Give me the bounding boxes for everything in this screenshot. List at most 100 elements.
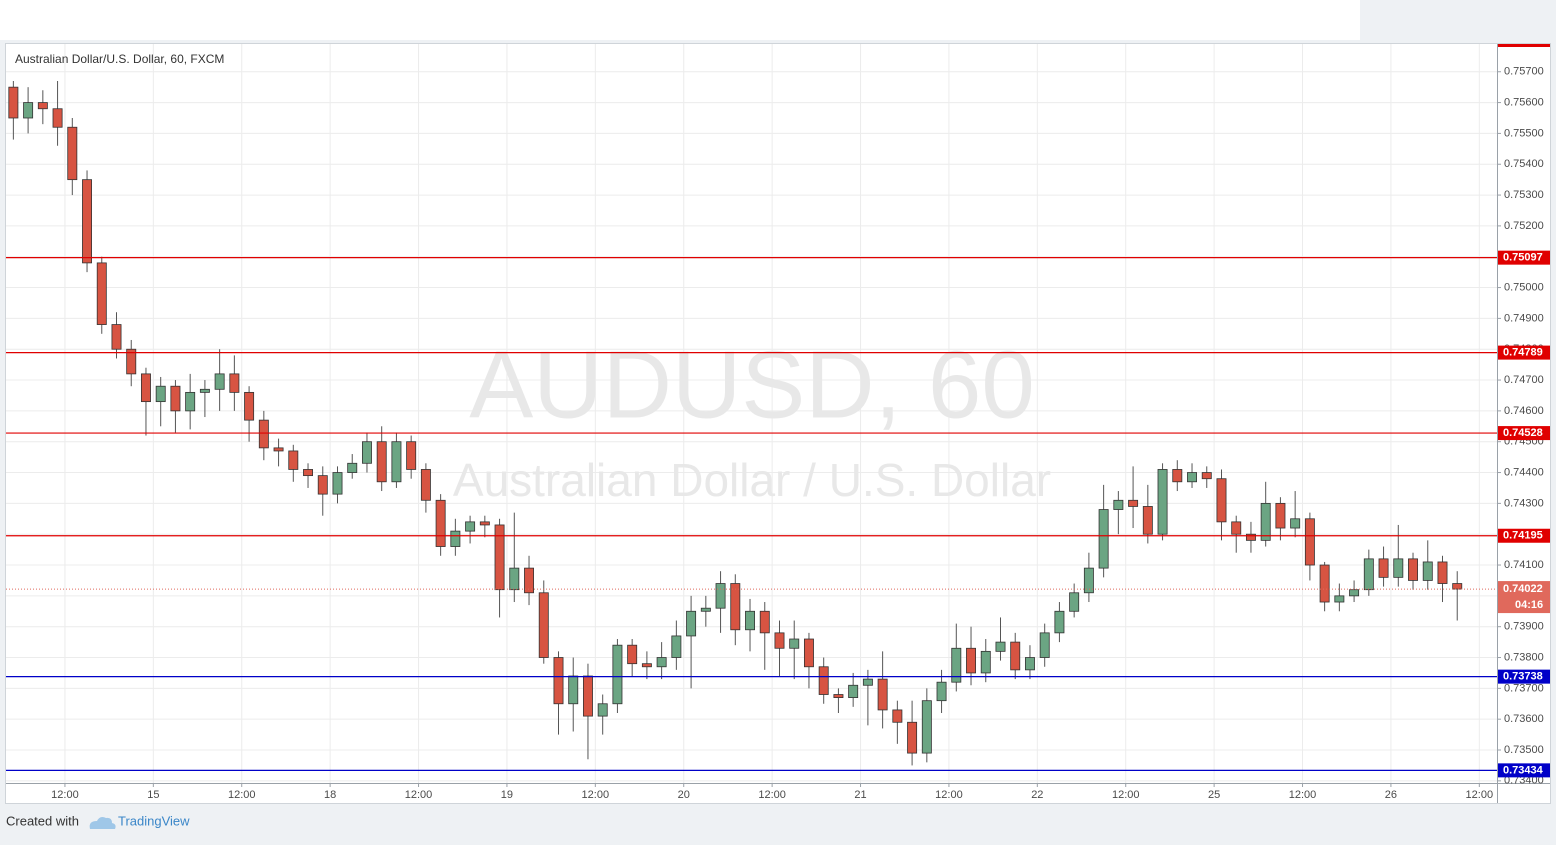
- level-label-bg: [1498, 250, 1550, 265]
- level-label: 0.75097: [1503, 252, 1543, 264]
- candle-body: [641, 663, 652, 668]
- x-tick-label: 26: [1385, 789, 1397, 801]
- candle-body: [391, 441, 402, 483]
- candle-body: [627, 644, 638, 665]
- y-tick-label: 0.74400: [1504, 466, 1544, 478]
- level-label: 0.74789: [1503, 347, 1543, 359]
- candle-body: [1054, 610, 1065, 634]
- candle-body: [921, 700, 932, 754]
- candle-body: [1024, 657, 1035, 671]
- chart-title: Australian Dollar/U.S. Dollar, 60, FXCM: [15, 52, 224, 66]
- level-label: 0.73738: [1503, 671, 1543, 683]
- candle-body: [892, 709, 903, 723]
- candle-body: [553, 657, 564, 705]
- x-tick-label: 21: [854, 789, 866, 801]
- candle-body: [715, 583, 726, 609]
- x-tick-label: 25: [1208, 789, 1220, 801]
- last-price-bg: [1498, 581, 1550, 614]
- candle-body: [803, 638, 814, 668]
- candle-body: [1378, 558, 1389, 578]
- candle-body: [671, 635, 682, 658]
- x-tick-label: 12:00: [1466, 789, 1494, 801]
- level-label: 0.74528: [1503, 427, 1543, 439]
- candle-body: [479, 521, 490, 526]
- candle-body: [1157, 469, 1168, 535]
- x-tick-label: 22: [1031, 789, 1043, 801]
- x-tick-label: 12:00: [1112, 789, 1140, 801]
- candle-body: [877, 678, 888, 711]
- candle-body: [1231, 521, 1242, 535]
- candle-body: [995, 641, 1006, 652]
- candle-body: [288, 450, 299, 470]
- y-tick-label: 0.75200: [1504, 220, 1544, 232]
- candle-body: [332, 472, 343, 495]
- y-tick-label: 0.74900: [1504, 312, 1544, 324]
- candle-body: [980, 650, 991, 674]
- candle-body: [1334, 595, 1345, 603]
- candle-body: [420, 469, 431, 501]
- candle-body: [1304, 518, 1315, 566]
- candle-body: [1039, 632, 1050, 658]
- candle-body: [1142, 506, 1153, 535]
- candle-body: [361, 441, 372, 464]
- candle-body: [465, 521, 476, 532]
- candle-body: [126, 348, 137, 375]
- candle-body: [745, 610, 755, 631]
- candle-body: [1290, 518, 1301, 529]
- y-tick-label: 0.74600: [1504, 405, 1544, 417]
- x-tick-label: 18: [324, 789, 336, 801]
- candle-body: [907, 721, 918, 754]
- candle-body: [568, 675, 579, 705]
- candle-body: [1187, 472, 1197, 483]
- y-tick-label: 0.75700: [1504, 66, 1544, 78]
- candle-body: [1363, 558, 1374, 591]
- candle-body: [96, 262, 107, 325]
- candle-body: [155, 385, 166, 403]
- symbol-bar[interactable]: [0, 0, 1360, 40]
- watermark: AUDUSD, 60: [469, 331, 1035, 438]
- y-tick-label: 0.73900: [1504, 621, 1544, 633]
- candle-body: [833, 694, 844, 699]
- candle-body: [966, 647, 976, 674]
- y-tick-label: 0.74100: [1504, 559, 1544, 571]
- candle-body: [759, 610, 770, 634]
- candle-body: [1393, 558, 1404, 578]
- candle-body: [258, 419, 269, 449]
- level-label-bg: [1498, 345, 1550, 360]
- x-tick-label: 12:00: [1289, 789, 1317, 801]
- level-label: 0.74195: [1503, 530, 1543, 542]
- candle-body: [1069, 592, 1080, 612]
- candle-body: [862, 678, 873, 686]
- candle-body: [1201, 472, 1212, 480]
- candle-body: [936, 681, 947, 702]
- last-price-label: 0.74022: [1503, 583, 1543, 595]
- candle-body: [1275, 502, 1286, 529]
- brand-link[interactable]: TradingView: [118, 813, 190, 828]
- y-tick-label: 0.75500: [1504, 127, 1544, 139]
- x-tick-label: 15: [147, 789, 159, 801]
- candle-body: [376, 441, 387, 483]
- x-tick-label: 12:00: [51, 789, 79, 801]
- candle-body: [317, 475, 328, 495]
- candle-body: [1098, 509, 1109, 569]
- x-tick-label: 19: [501, 789, 513, 801]
- level-label-bg: [1498, 426, 1550, 441]
- candle-body: [23, 102, 34, 119]
- candle-body: [1010, 641, 1021, 671]
- candle-body: [1128, 499, 1139, 507]
- candle-body: [1216, 478, 1227, 523]
- candle-body: [67, 126, 78, 181]
- candle-body: [951, 647, 962, 683]
- candle-body: [303, 469, 313, 477]
- y-tick-label: 0.73400: [1504, 775, 1544, 787]
- candle-body: [199, 388, 210, 393]
- x-tick-label: 12:00: [228, 789, 256, 801]
- candle-body: [347, 462, 358, 473]
- candle-body: [818, 666, 829, 695]
- y-tick-label: 0.73800: [1504, 651, 1544, 663]
- y-tick-label: 0.75300: [1504, 189, 1544, 201]
- candle-body: [612, 644, 623, 705]
- candle-body: [1083, 567, 1094, 594]
- x-tick-label: 20: [678, 789, 690, 801]
